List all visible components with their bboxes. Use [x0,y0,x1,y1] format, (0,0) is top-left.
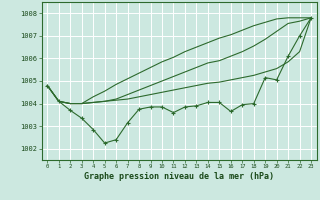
X-axis label: Graphe pression niveau de la mer (hPa): Graphe pression niveau de la mer (hPa) [84,172,274,181]
